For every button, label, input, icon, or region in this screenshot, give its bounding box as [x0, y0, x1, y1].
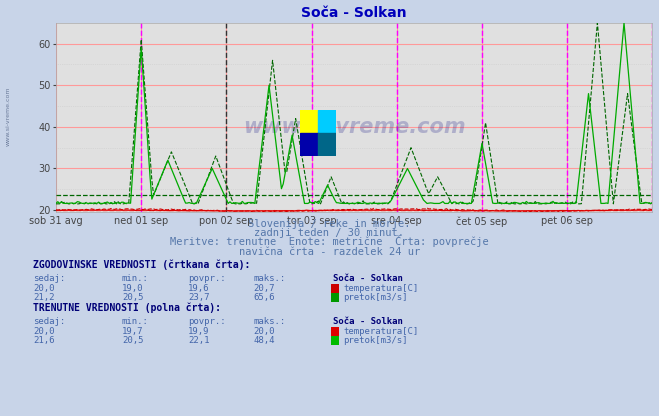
Text: 19,0: 19,0 — [122, 284, 144, 293]
Text: 20,0: 20,0 — [33, 284, 55, 293]
Text: temperatura[C]: temperatura[C] — [343, 327, 418, 336]
Text: temperatura[C]: temperatura[C] — [343, 284, 418, 293]
Bar — [300, 110, 318, 133]
Text: povpr.:: povpr.: — [188, 317, 225, 326]
Text: Soča - Solkan: Soča - Solkan — [333, 274, 403, 283]
Text: navična črta - razdelek 24 ur: navična črta - razdelek 24 ur — [239, 247, 420, 257]
Text: 20,7: 20,7 — [254, 284, 275, 293]
Text: 20,0: 20,0 — [33, 327, 55, 336]
Text: 20,5: 20,5 — [122, 293, 144, 302]
Text: 22,1: 22,1 — [188, 336, 210, 345]
Bar — [318, 110, 336, 133]
Text: pretok[m3/s]: pretok[m3/s] — [343, 293, 408, 302]
Text: min.:: min.: — [122, 317, 149, 326]
Text: ZGODOVINSKE VREDNOSTI (črtkana črta):: ZGODOVINSKE VREDNOSTI (črtkana črta): — [33, 260, 250, 270]
Text: 65,6: 65,6 — [254, 293, 275, 302]
Text: 19,6: 19,6 — [188, 284, 210, 293]
Text: 20,5: 20,5 — [122, 336, 144, 345]
Text: Soča - Solkan: Soča - Solkan — [333, 317, 403, 326]
Bar — [300, 133, 318, 156]
Text: 20,0: 20,0 — [254, 327, 275, 336]
Text: 21,2: 21,2 — [33, 293, 55, 302]
Text: 19,9: 19,9 — [188, 327, 210, 336]
Text: Slovenija / reke in morje.: Slovenija / reke in morje. — [248, 219, 411, 229]
Text: zadnji teden / 30 minut.: zadnji teden / 30 minut. — [254, 228, 405, 238]
Text: min.:: min.: — [122, 274, 149, 283]
Text: www.si-vreme.com: www.si-vreme.com — [5, 87, 11, 146]
Text: povpr.:: povpr.: — [188, 274, 225, 283]
Text: sedaj:: sedaj: — [33, 274, 65, 283]
Text: 21,6: 21,6 — [33, 336, 55, 345]
Text: 23,7: 23,7 — [188, 293, 210, 302]
Text: 19,7: 19,7 — [122, 327, 144, 336]
Text: maks.:: maks.: — [254, 274, 286, 283]
Text: maks.:: maks.: — [254, 317, 286, 326]
Text: pretok[m3/s]: pretok[m3/s] — [343, 336, 408, 345]
Polygon shape — [318, 133, 336, 156]
Text: Meritve: trenutne  Enote: metrične  Črta: povprečje: Meritve: trenutne Enote: metrične Črta: … — [170, 235, 489, 248]
Text: sedaj:: sedaj: — [33, 317, 65, 326]
Text: TRENUTNE VREDNOSTI (polna črta):: TRENUTNE VREDNOSTI (polna črta): — [33, 303, 221, 313]
Title: Soča - Solkan: Soča - Solkan — [301, 6, 407, 20]
Text: 48,4: 48,4 — [254, 336, 275, 345]
Text: www.si-vreme.com: www.si-vreme.com — [243, 117, 465, 137]
